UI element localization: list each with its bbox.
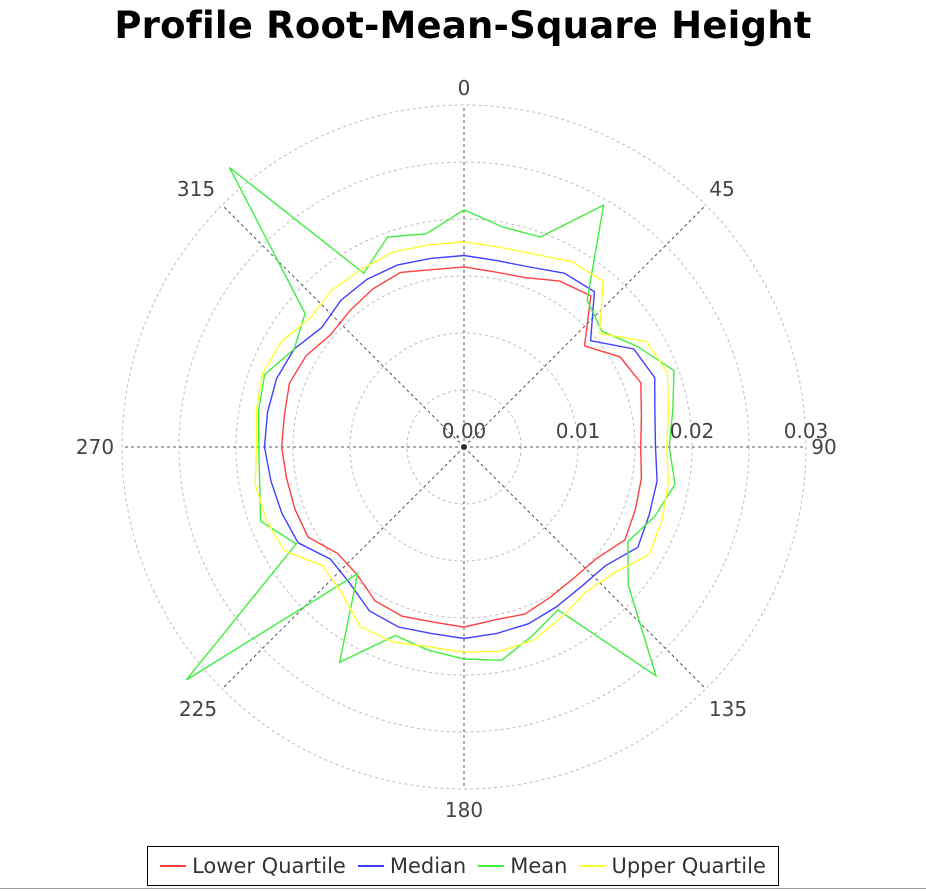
angle-tick-label: 315 (177, 177, 215, 201)
legend: Lower Quartile Median Mean Upper Quartile (147, 846, 779, 886)
legend-label: Median (389, 854, 467, 878)
legend-item: Mean (478, 854, 567, 878)
radial-tick-label: 0.00 (442, 419, 487, 443)
series-lines (185, 166, 676, 681)
grid-circle (121, 104, 807, 790)
legend-item: Median (357, 854, 467, 878)
tick-labels: 0 45 90 135 180 225 270 315 0.00 0.01 0.02 0.03 (76, 76, 837, 822)
radial-tick-label: 0.02 (670, 419, 715, 443)
series-line-lower-quartile (280, 266, 643, 628)
angle-tick-label: 270 (76, 435, 114, 459)
legend-item: Upper Quartile (579, 854, 766, 878)
angle-tick-label: 180 (445, 798, 483, 822)
angle-tick-label: 135 (709, 697, 747, 721)
legend-swatch (160, 865, 187, 867)
angle-tick-label: 90 (811, 435, 836, 459)
bottom-divider (0, 888, 926, 889)
grid-spoke (463, 204, 707, 448)
grid-spoke (221, 446, 465, 690)
polar-grid (121, 104, 807, 790)
grid-spoke (221, 204, 465, 448)
angle-tick-label: 0 (458, 76, 471, 100)
angle-tick-label: 225 (179, 697, 217, 721)
legend-swatch (579, 865, 606, 867)
chart-title: Profile Root-Mean-Square Height (114, 4, 812, 47)
radial-tick-label: 0.01 (556, 419, 601, 443)
series-line-upper-quartile (254, 241, 670, 653)
radial-tick-label: 0.03 (784, 419, 829, 443)
legend-label: Upper Quartile (611, 854, 766, 878)
center-point (461, 444, 467, 450)
angle-tick-label: 45 (709, 177, 734, 201)
legend-label: Mean (510, 854, 568, 878)
series-line-mean (185, 166, 676, 681)
legend-swatch (478, 865, 505, 867)
legend-item: Lower Quartile (160, 854, 346, 878)
legend-swatch (357, 865, 384, 867)
legend-label: Lower Quartile (192, 854, 346, 878)
